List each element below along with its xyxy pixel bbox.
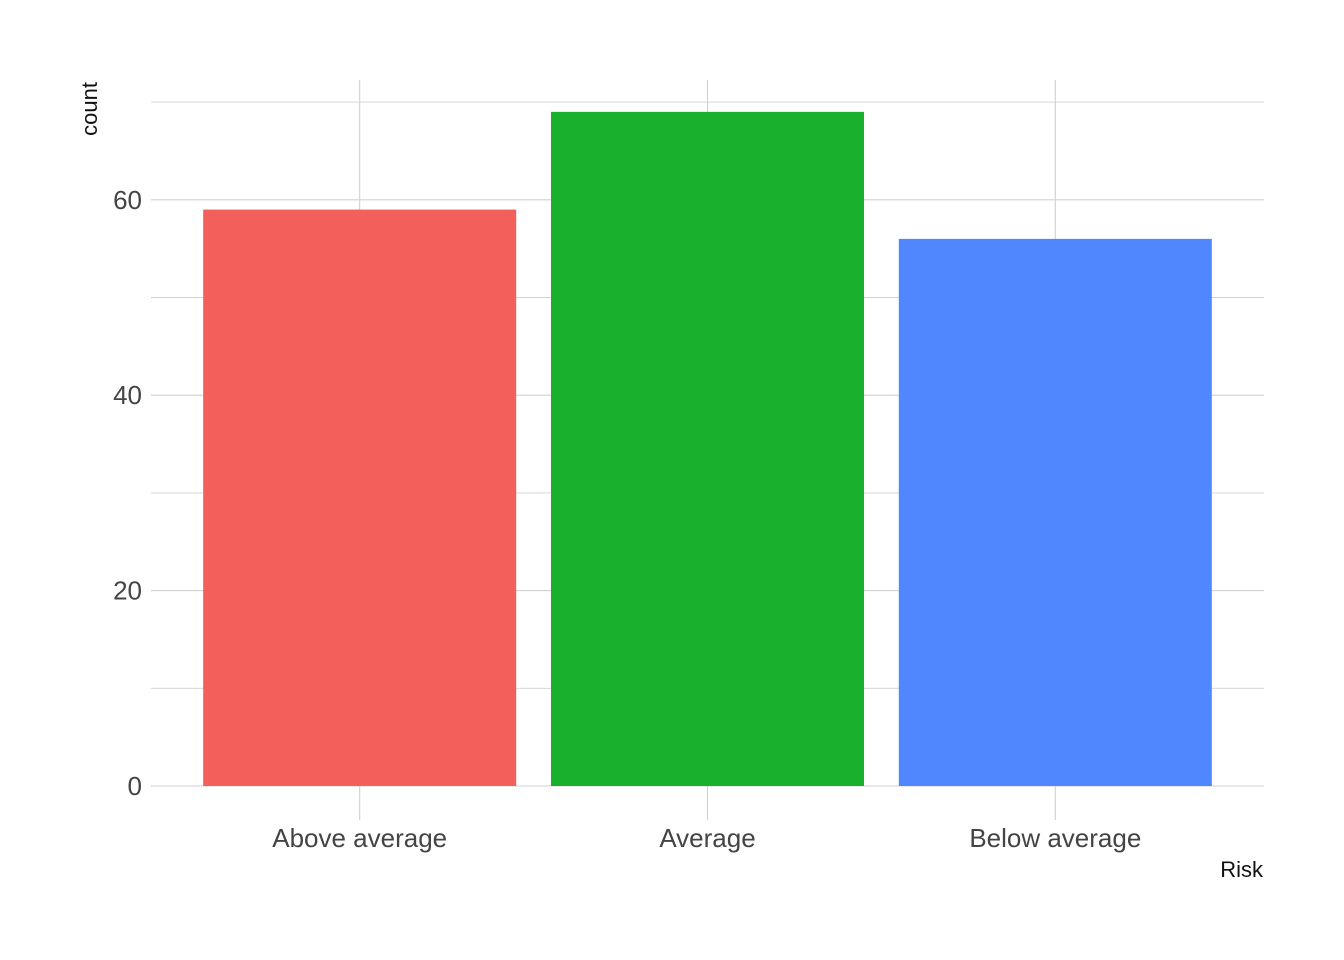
- bar: [898, 238, 1212, 786]
- y-tick-label: 0: [128, 771, 142, 801]
- x-axis-ticks: Above average Average Below average: [272, 823, 1141, 853]
- bar: [550, 111, 865, 787]
- x-tick-label: Above average: [272, 823, 447, 853]
- y-axis-ticks: 0 20 40 60: [113, 185, 142, 801]
- bar: [203, 209, 517, 786]
- y-tick-label: 40: [113, 380, 142, 410]
- y-tick-label: 60: [113, 185, 142, 215]
- x-axis-title: Risk: [1220, 857, 1264, 882]
- bars: [203, 111, 1212, 787]
- x-tick-label: Below average: [969, 823, 1141, 853]
- x-tick-label: Average: [659, 823, 755, 853]
- y-axis-title: count: [77, 82, 102, 136]
- y-tick-label: 20: [113, 576, 142, 606]
